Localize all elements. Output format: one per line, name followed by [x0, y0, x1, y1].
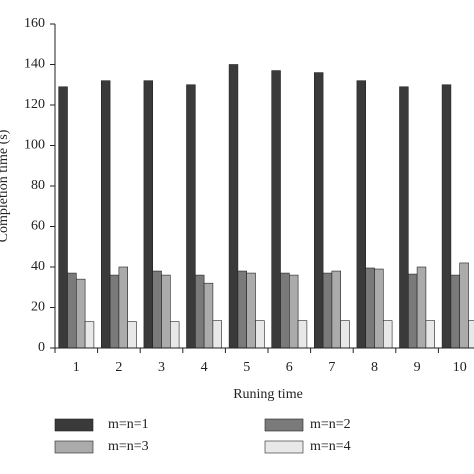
bar — [228, 64, 239, 349]
x-tick-label: 6 — [286, 360, 293, 375]
legend-label: m=n=1 — [108, 417, 149, 432]
bar — [246, 272, 256, 349]
x-tick-label: 5 — [243, 360, 250, 375]
y-axis-label: Completion time (s) — [0, 129, 11, 242]
bar — [374, 268, 384, 349]
y-tick-label: 120 — [24, 97, 45, 112]
bar — [288, 274, 299, 349]
x-tick-label: 3 — [158, 360, 165, 375]
bar — [203, 282, 214, 349]
bar — [416, 266, 427, 349]
bar — [118, 266, 129, 349]
bar — [280, 272, 290, 349]
bar — [186, 84, 196, 349]
legend-label: m=n=4 — [310, 439, 351, 454]
bar — [195, 274, 205, 349]
bar — [407, 273, 418, 349]
bar — [297, 320, 308, 349]
bar — [313, 72, 324, 349]
y-tick-label: 20 — [31, 300, 45, 315]
bar — [152, 270, 162, 349]
bar — [255, 320, 265, 349]
bar — [212, 320, 222, 349]
legend-swatch — [54, 418, 94, 432]
bar — [127, 321, 137, 349]
y-tick-label: 0 — [38, 340, 45, 355]
legend-swatch — [264, 440, 304, 454]
y-tick-label: 140 — [24, 57, 45, 72]
y-tick-label: 160 — [24, 16, 45, 31]
bar — [76, 278, 86, 349]
legend-label: m=n=3 — [108, 439, 149, 454]
y-tick-label: 40 — [31, 259, 45, 274]
x-tick-label: 9 — [414, 360, 421, 375]
x-tick-label: 2 — [115, 360, 122, 375]
bar — [271, 70, 281, 349]
bar — [450, 274, 460, 349]
bar — [84, 321, 95, 349]
bar — [459, 262, 469, 349]
bar — [143, 80, 153, 349]
bar — [425, 320, 435, 349]
x-tick-label: 7 — [328, 360, 335, 375]
x-tick-label: 4 — [201, 360, 208, 375]
y-tick-label: 80 — [31, 178, 45, 193]
bar — [109, 274, 120, 349]
bar — [170, 321, 180, 349]
bar — [67, 272, 77, 349]
y-tick-label: 100 — [24, 138, 45, 153]
bar — [161, 274, 171, 349]
legend-swatch — [54, 440, 94, 454]
bar — [382, 320, 393, 349]
y-tick-label: 60 — [31, 219, 45, 234]
bar — [356, 80, 366, 349]
legend-swatch — [264, 418, 304, 432]
bar — [322, 272, 333, 349]
x-tick-label: 10 — [453, 360, 467, 375]
bar — [441, 84, 452, 349]
bar — [365, 267, 375, 349]
bar — [58, 86, 68, 349]
x-tick-label: 1 — [73, 360, 80, 375]
x-tick-label: 8 — [371, 360, 378, 375]
bar — [331, 270, 341, 349]
bar — [468, 320, 474, 349]
bar — [237, 270, 247, 349]
x-axis-label: Runing time — [233, 387, 303, 402]
legend-label: m=n=2 — [310, 417, 351, 432]
bar — [340, 320, 350, 349]
bar — [101, 80, 111, 349]
bar — [399, 86, 409, 349]
